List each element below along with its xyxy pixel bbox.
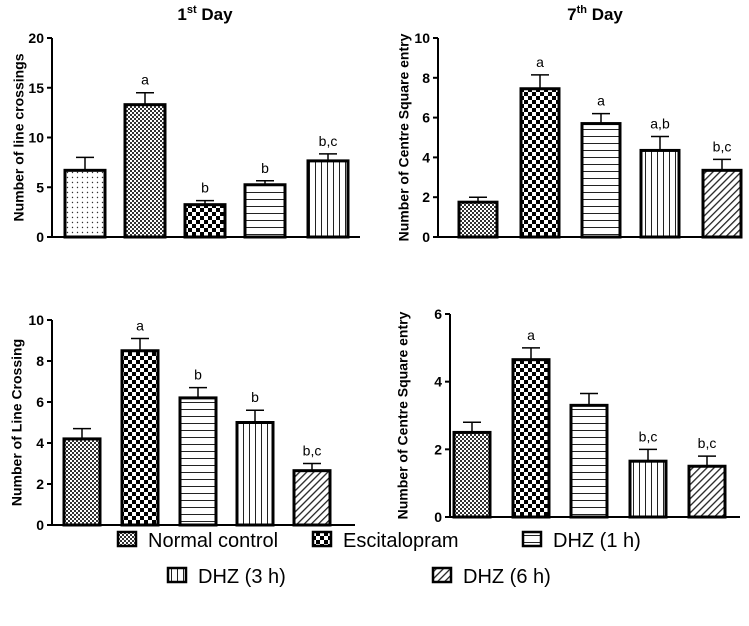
- y-tick-label: 6: [434, 306, 442, 322]
- y-tick-label: 8: [422, 70, 430, 86]
- significance-label: a: [527, 327, 535, 343]
- significance-label: b,c: [713, 138, 732, 154]
- title-rest: Day: [587, 5, 623, 24]
- y-tick-label: 0: [422, 229, 430, 245]
- bar-escitalopram: [511, 358, 551, 519]
- significance-label: a: [136, 317, 144, 333]
- title-number: 7: [567, 5, 576, 24]
- title-superscript: st: [187, 4, 197, 16]
- y-tick-label: 0: [36, 229, 44, 245]
- title-superscript: th: [577, 4, 588, 16]
- legend-label: DHZ (6 h): [463, 566, 551, 588]
- chart-title: 7th Day: [567, 4, 623, 24]
- legend-swatch-large-check: [311, 530, 333, 548]
- y-tick-label: 6: [422, 110, 430, 126]
- bar-normal-control: [62, 437, 102, 527]
- y-tick-label: 2: [422, 189, 430, 205]
- y-tick-label: 15: [28, 80, 44, 96]
- bar-dhz-3-h: [235, 421, 275, 527]
- y-tick-label: 5: [36, 179, 44, 195]
- y-tick-label: 20: [28, 30, 44, 46]
- significance-label: b,c: [319, 133, 338, 149]
- legend-label: Escitalopram: [343, 530, 459, 552]
- chart-panel-1: 1st Day Number of line crossings 0 5 10 15 20 a…: [11, 4, 360, 245]
- significance-label: a: [141, 72, 149, 88]
- chart-panel-3: Number of Line Crossing 0 2 4 6 8 10 a b b b,c: [9, 312, 355, 533]
- legend-swatch-horizontal: [521, 530, 543, 548]
- y-tick-label: 0: [36, 517, 44, 533]
- bar-dhz-3-h: [628, 459, 668, 519]
- bar-escitalopram: [120, 349, 160, 527]
- significance-label: a: [536, 54, 544, 70]
- legend-item: DHZ (6 h): [431, 566, 551, 588]
- bar-dhz-6-h: [306, 159, 350, 239]
- significance-label: b: [194, 367, 202, 383]
- y-tick-label: 4: [434, 374, 442, 390]
- chart-title: 1st Day: [177, 4, 233, 24]
- bar-dhz-1-h: [569, 403, 609, 519]
- legend: Normal control Escitalopram DHZ (1 h)DHZ (…: [116, 530, 641, 588]
- significance-label: b: [261, 160, 269, 176]
- y-tick-label: 0: [434, 509, 442, 525]
- y-axis-label: Number of Centre Square entry: [396, 33, 412, 241]
- chart-panel-4: Number of Centre Square entry 0 2 4 6 a b,c b,c: [395, 306, 740, 525]
- bar-dhz-1-h: [580, 122, 622, 239]
- legend-item: DHZ (3 h): [166, 566, 286, 588]
- significance-label: a: [597, 93, 605, 109]
- bar-normal-control: [63, 168, 107, 239]
- legend-label: DHZ (3 h): [198, 566, 286, 588]
- legend-item: Escitalopram: [311, 530, 459, 552]
- y-tick-label: 2: [434, 441, 442, 457]
- title-rest: Day: [197, 5, 233, 24]
- y-tick-label: 10: [28, 130, 44, 146]
- y-tick-label: 4: [36, 435, 44, 451]
- legend-item: DHZ (1 h): [521, 530, 641, 552]
- bar-dhz-1-h: [183, 203, 227, 239]
- y-axis-label: Number of Line Crossing: [9, 339, 25, 506]
- y-tick-label: 6: [36, 394, 44, 410]
- y-tick-label: 8: [36, 353, 44, 369]
- bar-dhz-6-h: [292, 469, 332, 527]
- title-number: 1: [177, 5, 186, 24]
- bar-escitalopram: [519, 87, 561, 239]
- bar-dhz-3-h: [243, 183, 287, 239]
- legend-swatch-fine-check: [116, 530, 138, 548]
- bar-normal-control: [457, 200, 499, 239]
- significance-label: b,c: [303, 443, 322, 459]
- y-tick-label: 2: [36, 476, 44, 492]
- significance-label: b,c: [698, 435, 717, 451]
- y-axis-label: Number of Centre Square entry: [395, 311, 411, 519]
- significance-label: b: [201, 180, 209, 196]
- y-tick-label: 10: [414, 30, 430, 46]
- significance-label: a,b: [650, 116, 670, 132]
- significance-label: b,c: [639, 428, 658, 444]
- chart-panel-2: 7th Day Number of Centre Square entry 0 2 4 6…: [396, 4, 743, 245]
- legend-item: Normal control: [116, 530, 278, 552]
- y-tick-label: 4: [422, 149, 430, 165]
- bar-escitalopram: [123, 103, 167, 239]
- legend-swatch-diagonal: [431, 566, 453, 584]
- bar-dhz-3-h: [639, 148, 681, 239]
- bar-normal-control: [452, 430, 492, 519]
- bar-dhz-6-h: [687, 464, 727, 519]
- y-axis-label: Number of line crossings: [11, 53, 27, 221]
- legend-swatch-vertical: [166, 566, 188, 584]
- legend-label: DHZ (1 h): [553, 530, 641, 552]
- significance-label: b: [251, 389, 259, 405]
- legend-label: Normal control: [148, 530, 278, 552]
- bar-dhz-6-h: [701, 168, 743, 239]
- y-tick-label: 10: [28, 312, 44, 328]
- bar-dhz-1-h: [178, 396, 218, 527]
